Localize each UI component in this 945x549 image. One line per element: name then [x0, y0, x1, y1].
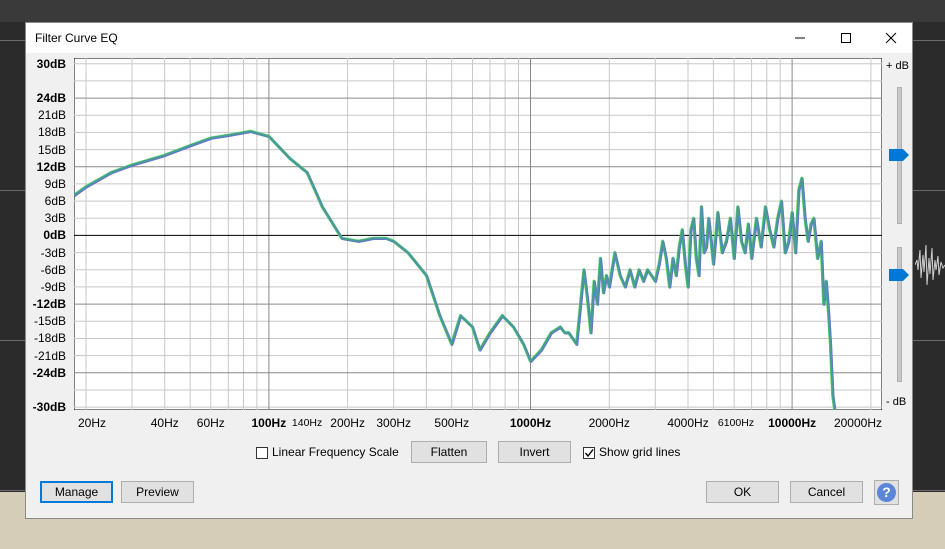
maximize-icon — [841, 33, 851, 43]
eq-curve[interactable] — [74, 129, 872, 410]
background-track-area — [0, 0, 945, 22]
y-axis-label: 0dB — [43, 228, 66, 243]
cancel-button[interactable]: Cancel — [790, 481, 863, 503]
y-axis-label: 6dB — [44, 194, 66, 209]
x-axis-label: 60Hz — [196, 416, 225, 430]
plus-db-label: + dB — [886, 60, 909, 72]
filter-curve-eq-dialog: Filter Curve EQ 30dB 24dB 21dB 18dB 15dB 12dB… — [25, 22, 913, 519]
title-bar: Filter Curve EQ — [26, 23, 912, 53]
gain-max-slider-thumb[interactable] — [889, 149, 909, 161]
y-axis-label: 3dB — [44, 211, 66, 226]
y-axis-label: -3dB — [40, 245, 66, 260]
x-axis-label: 10000Hz — [768, 416, 817, 430]
y-axis-label: 30dB — [36, 56, 66, 71]
y-axis-label: -21dB — [33, 348, 66, 363]
linear-frequency-scale-checkbox[interactable] — [256, 447, 268, 459]
y-axis-label: -18dB — [33, 331, 66, 346]
y-axis-label: 24dB — [36, 91, 66, 106]
x-axis-label: 1000Hz — [509, 416, 552, 430]
preview-button[interactable]: Preview — [121, 481, 194, 503]
manage-button[interactable]: Manage — [40, 481, 113, 503]
y-axis-label: 12dB — [36, 159, 66, 174]
y-axis-label: -24dB — [32, 365, 66, 380]
x-axis-label: 20Hz — [78, 416, 107, 430]
grid-minor — [74, 58, 882, 410]
grid-major — [74, 58, 882, 410]
x-axis-label: 6100Hz — [717, 417, 755, 429]
close-icon — [885, 32, 897, 44]
minimize-button[interactable] — [777, 23, 823, 53]
x-axis-label: 4000Hz — [667, 416, 709, 430]
y-axis-label: -9dB — [40, 279, 66, 294]
y-axis-label: 18dB — [37, 125, 66, 140]
x-axis-label: 300Hz — [376, 416, 412, 430]
x-axis-label: 100Hz — [251, 416, 287, 430]
waveform-fragment — [915, 244, 945, 286]
minus-db-label: - dB — [886, 396, 907, 408]
eq-graph[interactable] — [74, 58, 882, 410]
minimize-icon — [795, 37, 805, 39]
y-axis-label: -6dB — [40, 262, 66, 277]
y-axis-label: 15dB — [37, 142, 66, 157]
checkmark-icon — [584, 449, 594, 458]
x-axis-label: 200Hz — [330, 416, 365, 430]
x-axis-label: 40Hz — [150, 416, 179, 430]
gain-min-slider-thumb[interactable] — [889, 269, 909, 281]
maximize-button[interactable] — [823, 23, 869, 53]
help-icon: ? — [877, 483, 896, 502]
y-axis-label: -15dB — [33, 314, 66, 329]
window-title: Filter Curve EQ — [35, 31, 118, 45]
x-axis-label: 20000Hz — [833, 416, 882, 430]
show-grid-lines-label[interactable]: Show grid lines — [599, 445, 681, 459]
y-axis-label: -30dB — [32, 400, 66, 415]
x-axis-label: 2000Hz — [588, 416, 630, 430]
y-axis-label: 9dB — [44, 176, 66, 191]
eq-curve-line[interactable] — [74, 130, 871, 410]
x-axis-label: 500Hz — [434, 416, 470, 430]
linear-frequency-scale-label[interactable]: Linear Frequency Scale — [272, 445, 399, 459]
y-axis-label: -12dB — [32, 297, 66, 312]
ok-button[interactable]: OK — [706, 481, 779, 503]
flatten-button[interactable]: Flatten — [411, 441, 487, 463]
x-axis-label: 140Hz — [291, 417, 323, 429]
help-button[interactable]: ? — [874, 480, 899, 505]
close-button[interactable] — [868, 23, 914, 53]
gain-min-slider-track[interactable] — [897, 247, 902, 382]
show-grid-lines-checkbox[interactable] — [583, 447, 595, 459]
invert-button[interactable]: Invert — [498, 441, 571, 463]
y-axis-label: 21dB — [37, 108, 66, 123]
